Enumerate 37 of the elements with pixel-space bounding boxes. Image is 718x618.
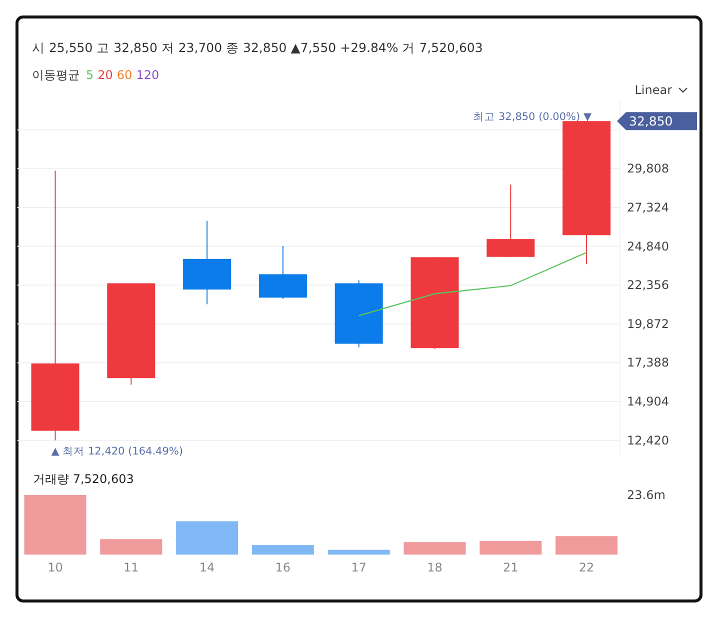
annotation: 최고 32,850 (0.00%) ▼ — [473, 111, 592, 124]
bar — [252, 545, 314, 555]
y-tick-label: 24,840 — [627, 239, 669, 254]
y-tick-label: 12,420 — [627, 433, 669, 448]
text: 5 — [86, 68, 94, 82]
y-tick-label: 17,388 — [627, 356, 669, 370]
bar — [480, 540, 542, 555]
bar — [556, 536, 618, 555]
annotation: ▲ 최저 12,420 (164.49%) — [51, 445, 183, 458]
x-tick-label: 10 — [48, 560, 63, 575]
x-tick-label: 17 — [351, 560, 366, 575]
y-tick-label: 27,324 — [627, 200, 669, 214]
text: 23.6m — [627, 488, 666, 502]
x-tick-label: 21 — [503, 560, 518, 575]
x-tick-label: 22 — [578, 560, 594, 575]
text: Linear — [634, 83, 672, 97]
y-tick-label: 22,356 — [627, 278, 669, 292]
bar — [100, 539, 162, 555]
chart-title: 시 25,550 고 32,850 저 23,700 종 32,850 ▲7,550 +29.84% 거 7,520,603 — [32, 40, 483, 55]
y-tick-label: 19,872 — [627, 316, 669, 331]
line-series — [358, 252, 588, 316]
bar — [24, 495, 86, 555]
bar — [404, 542, 466, 555]
x-tick-label: 14 — [199, 560, 215, 575]
x-tick-label: 11 — [124, 560, 139, 575]
legend-label: 20 — [98, 68, 113, 82]
bar — [176, 521, 238, 555]
text: 32,850 — [629, 114, 673, 129]
y-tick-label: 14,904 — [627, 394, 669, 408]
legend-title: 이동평균 — [32, 68, 80, 82]
bar — [328, 550, 390, 555]
legend-label: 60 — [116, 68, 132, 82]
x-tick-label: 18 — [427, 560, 442, 575]
legend-label: 120 — [136, 68, 160, 82]
text: 거래량 7,520,603 — [33, 472, 134, 486]
x-tick-label: 16 — [275, 560, 291, 575]
y-tick-label: 29,808 — [627, 162, 669, 176]
